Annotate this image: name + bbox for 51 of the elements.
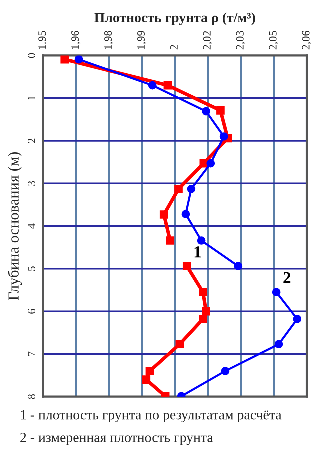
point bbox=[202, 107, 210, 116]
y-tick-label: 0 bbox=[28, 53, 36, 58]
point bbox=[200, 159, 208, 168]
point bbox=[216, 106, 225, 115]
y-tick-label: 5 bbox=[28, 266, 36, 272]
y-tick-label: 2 bbox=[28, 138, 36, 144]
point bbox=[274, 340, 284, 349]
point bbox=[176, 340, 184, 349]
y-tick-label: 7 bbox=[28, 352, 36, 356]
text: 1 - плотность грунта по результатам расчёта bbox=[21, 410, 282, 423]
x-tick-label: 1,96 bbox=[72, 31, 81, 50]
point bbox=[199, 315, 208, 324]
point bbox=[220, 132, 228, 141]
point bbox=[160, 210, 168, 219]
point bbox=[187, 185, 196, 194]
point bbox=[199, 288, 208, 297]
point bbox=[197, 236, 206, 245]
y-tick-label: 1 bbox=[28, 96, 36, 100]
y-tick-label: 6 bbox=[28, 309, 36, 314]
point bbox=[272, 288, 281, 297]
point bbox=[74, 56, 84, 64]
point bbox=[206, 159, 216, 168]
series-label: 2 bbox=[284, 272, 291, 284]
point bbox=[221, 367, 230, 376]
point bbox=[182, 262, 192, 271]
point bbox=[148, 81, 157, 90]
point bbox=[182, 210, 190, 218]
y-tick-label: 3 bbox=[28, 181, 36, 186]
x-tick-label: 2,05 bbox=[269, 31, 278, 50]
series-label: 1 bbox=[194, 246, 201, 258]
x-tick-label: 1,99 bbox=[138, 31, 147, 50]
x-tick-label: 2 bbox=[170, 45, 178, 50]
y-tick-label: 4 bbox=[28, 224, 36, 229]
point bbox=[60, 56, 70, 64]
point bbox=[164, 81, 172, 90]
x-tick-label: 2,02 bbox=[203, 31, 213, 50]
point bbox=[293, 315, 302, 324]
y-axis-title: Глубина основания (м) bbox=[8, 152, 22, 300]
point bbox=[174, 185, 183, 194]
y-tick-label: 8 bbox=[28, 394, 36, 400]
point bbox=[202, 307, 210, 316]
text: 2 - измеренная плотность грунта bbox=[20, 433, 214, 446]
x-axis-title: Плотность грунта ρ (т/м³) bbox=[94, 12, 256, 26]
point bbox=[142, 376, 151, 384]
point bbox=[234, 262, 243, 271]
x-tick-label: 2,06 bbox=[302, 31, 312, 50]
point bbox=[166, 236, 175, 245]
x-tick-label: 2,03 bbox=[236, 31, 246, 50]
x-tick-label: 1,98 bbox=[104, 31, 114, 50]
point bbox=[146, 367, 154, 376]
x-tick-label: 1.95 bbox=[38, 31, 46, 50]
